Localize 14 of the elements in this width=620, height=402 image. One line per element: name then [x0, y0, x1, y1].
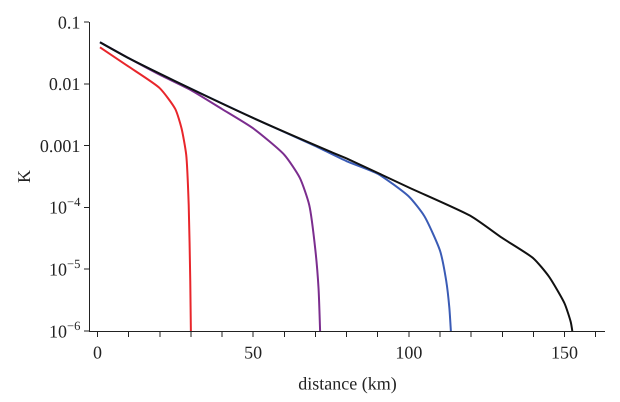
y-axis-title: K [14, 170, 34, 183]
y-tick-label: 0.001 [40, 136, 80, 156]
y-tick-label: 10$^{−4}$ [48, 195, 82, 218]
y-tick-label: 0.01 [48, 74, 80, 94]
y-tick-label: 0.1 [58, 12, 80, 32]
x-tick-label: 0 [92, 342, 102, 363]
x-tick-label: 100 [395, 342, 422, 363]
x-axis-title: distance (km) [298, 374, 397, 394]
line-series [98, 41, 574, 331]
y-tick-label: 10$^{−6}$ [48, 318, 80, 342]
line-series [98, 46, 192, 331]
x-tick-label: 50 [244, 342, 262, 363]
x-tick-label: 150 [551, 342, 578, 363]
y-tick-label: 10$^{−5}$ [48, 256, 80, 280]
